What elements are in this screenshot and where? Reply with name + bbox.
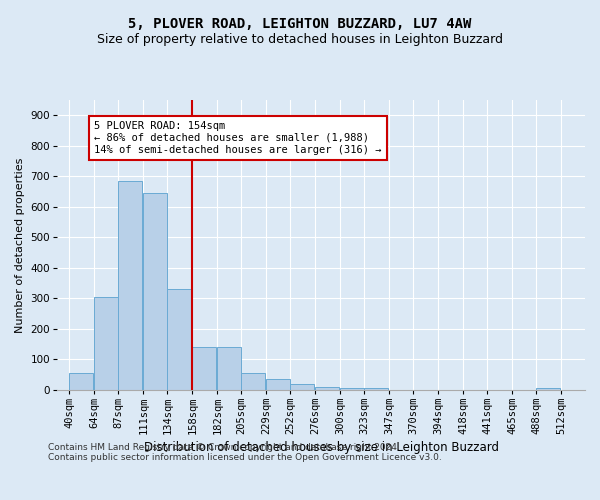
- Bar: [266, 380, 290, 390]
- Bar: [315, 387, 339, 390]
- Bar: [241, 373, 265, 390]
- Bar: [94, 297, 118, 390]
- Bar: [340, 388, 364, 390]
- X-axis label: Distribution of detached houses by size in Leighton Buzzard: Distribution of detached houses by size …: [143, 442, 499, 454]
- Text: 5 PLOVER ROAD: 154sqm
← 86% of detached houses are smaller (1,988)
14% of semi-d: 5 PLOVER ROAD: 154sqm ← 86% of detached …: [94, 122, 382, 154]
- Y-axis label: Number of detached properties: Number of detached properties: [15, 158, 25, 332]
- Bar: [536, 388, 560, 390]
- Bar: [143, 193, 167, 390]
- Text: 5, PLOVER ROAD, LEIGHTON BUZZARD, LU7 4AW: 5, PLOVER ROAD, LEIGHTON BUZZARD, LU7 4A…: [128, 18, 472, 32]
- Bar: [364, 388, 388, 390]
- Text: Contains HM Land Registry data © Crown copyright and database right 2024.
Contai: Contains HM Land Registry data © Crown c…: [48, 442, 442, 462]
- Bar: [193, 348, 217, 390]
- Bar: [217, 348, 241, 390]
- Bar: [118, 181, 142, 390]
- Bar: [167, 290, 191, 390]
- Bar: [70, 373, 94, 390]
- Text: Size of property relative to detached houses in Leighton Buzzard: Size of property relative to detached ho…: [97, 32, 503, 46]
- Bar: [290, 384, 314, 390]
